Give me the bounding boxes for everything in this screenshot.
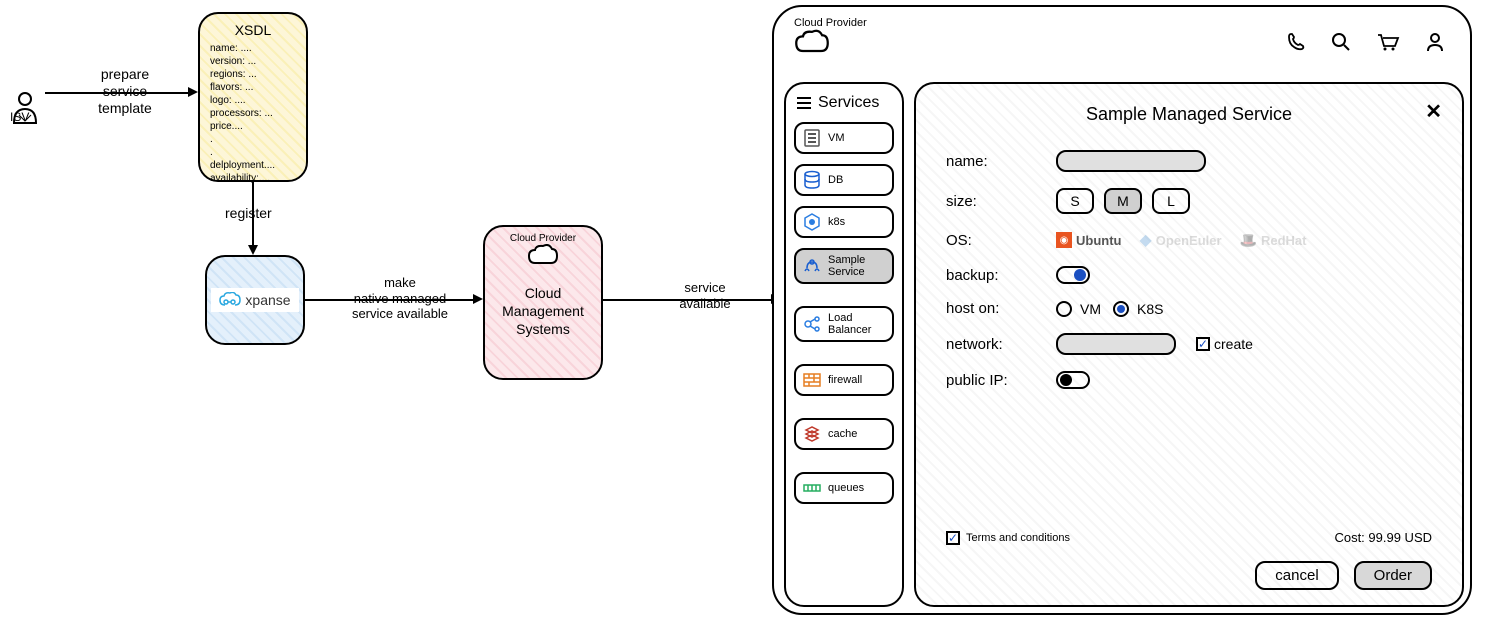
arrow-register-label: register	[225, 205, 272, 221]
cart-icon[interactable]	[1376, 32, 1400, 52]
service-item-cache[interactable]: cache	[794, 418, 894, 450]
service-label: k8s	[828, 216, 845, 228]
service-item-lb[interactable]: Load Balancer	[794, 306, 894, 342]
cms-label: Cloud Management Systems	[502, 284, 584, 339]
network-input[interactable]	[1056, 333, 1176, 355]
arrow-prepare-label: prepare service template	[70, 66, 180, 116]
xpanse-icon	[219, 292, 241, 308]
xpanse-label: xpanse	[245, 292, 290, 308]
size-btn-m[interactable]: M	[1104, 188, 1142, 214]
service-item-db[interactable]: DB	[794, 164, 894, 196]
network-label: network:	[946, 336, 1036, 353]
publicip-label: public IP:	[946, 372, 1036, 389]
service-item-k8s[interactable]: k8s	[794, 206, 894, 238]
cp-header: Cloud Provider	[794, 17, 867, 58]
vm-icon	[802, 128, 822, 148]
xsdl-body: name: .... version: ... regions: ... fla…	[210, 42, 296, 185]
service-item-firewall[interactable]: firewall	[794, 364, 894, 396]
size-label: size:	[946, 193, 1036, 210]
user-icon[interactable]	[1425, 32, 1445, 52]
service-label: firewall	[828, 374, 862, 386]
db-icon	[802, 170, 822, 190]
terms-label: Terms and conditions	[966, 532, 1070, 544]
arrow-make-head	[473, 294, 483, 304]
size-btn-l[interactable]: L	[1152, 188, 1190, 214]
service-label: Load Balancer	[828, 312, 871, 336]
hoston-radio-vm[interactable]: VM	[1056, 301, 1101, 317]
size-btn-s[interactable]: S	[1056, 188, 1094, 214]
cms-header: Cloud Provider	[510, 233, 576, 244]
service-item-sample[interactable]: Sample Service	[794, 248, 894, 284]
network-create-label: create	[1214, 336, 1253, 352]
cp-header-label: Cloud Provider	[794, 17, 867, 29]
isv-label: ISV	[10, 110, 29, 124]
sample-icon	[802, 256, 822, 276]
cloud-provider-panel: Cloud Provider Services VM DB k8s Sample Se…	[772, 5, 1472, 615]
cms-node: Cloud Provider Cloud Management Systems	[483, 225, 603, 380]
close-icon[interactable]: ✕	[1425, 99, 1442, 124]
xpanse-node: xpanse	[205, 255, 305, 345]
cost-label: Cost: 99.99 USD	[1334, 530, 1432, 545]
queues-icon	[802, 478, 822, 498]
service-label: Sample Service	[828, 254, 865, 278]
backup-toggle[interactable]	[1056, 266, 1090, 284]
service-item-queues[interactable]: queues	[794, 472, 894, 504]
arrow-prepare-head	[188, 87, 198, 97]
main-panel: ✕ Sample Managed Service name: size: SML…	[914, 82, 1464, 607]
hoston-label: host on:	[946, 300, 1036, 317]
xsdl-title: XSDL	[210, 22, 296, 38]
firewall-icon	[802, 370, 822, 390]
publicip-toggle[interactable]	[1056, 371, 1090, 389]
xsdl-node: XSDL name: .... version: ... regions: ..…	[198, 12, 308, 182]
service-label: VM	[828, 132, 845, 144]
terms-checkbox[interactable]: ✓	[946, 531, 960, 545]
hamburger-icon[interactable]	[796, 96, 812, 110]
search-icon[interactable]	[1331, 32, 1351, 52]
arrow-make-label: make native managed service available	[330, 275, 470, 322]
cancel-button[interactable]: cancel	[1255, 561, 1338, 590]
name-input[interactable]	[1056, 150, 1206, 172]
backup-label: backup:	[946, 267, 1036, 284]
form-title: Sample Managed Service	[946, 104, 1432, 125]
name-label: name:	[946, 153, 1036, 170]
os-label: OS:	[946, 232, 1036, 249]
os-option-redhat[interactable]: 🎩RedHat	[1240, 230, 1307, 250]
arrow-svc-label: service available	[650, 280, 760, 311]
network-create-checkbox[interactable]: ✓	[1196, 337, 1210, 351]
lb-icon	[802, 314, 822, 334]
service-label: queues	[828, 482, 864, 494]
service-label: DB	[828, 174, 843, 186]
order-button[interactable]: Order	[1354, 561, 1432, 590]
services-panel: Services VM DB k8s Sample Service Load Balan…	[784, 82, 904, 607]
os-option-ubuntu[interactable]: ◉Ubuntu	[1056, 230, 1121, 250]
os-option-openeuler[interactable]: ◆OpenEuler	[1139, 230, 1221, 250]
cache-icon	[802, 424, 822, 444]
cloud-icon	[527, 244, 559, 266]
services-title: Services	[818, 94, 879, 112]
service-item-vm[interactable]: VM	[794, 122, 894, 154]
cloud-icon	[794, 29, 830, 55]
phone-icon[interactable]	[1286, 32, 1306, 52]
service-label: cache	[828, 428, 857, 440]
arrow-register-head	[248, 245, 258, 255]
hoston-radio-k8s[interactable]: K8S	[1113, 301, 1163, 317]
k8s-icon	[802, 212, 822, 232]
